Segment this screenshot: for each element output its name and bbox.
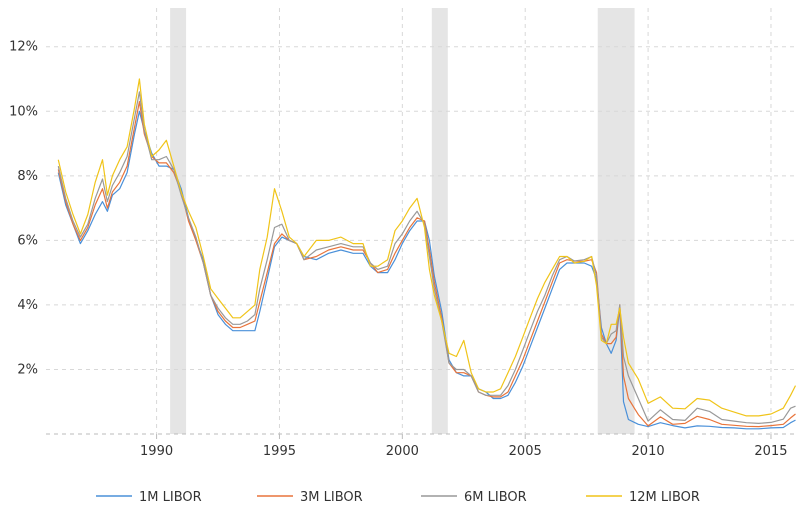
legend-label-0: 1M LIBOR xyxy=(139,490,202,505)
recession-band-0 xyxy=(170,8,187,434)
legend-label-1: 3M LIBOR xyxy=(300,490,363,505)
legend: 1M LIBOR 3M LIBOR 6M LIBOR 12M LIBOR xyxy=(96,490,700,505)
x-tick-label-1: 1995 xyxy=(263,444,296,459)
axes: 2% 4% 6% 8% 10% 12% 1990 1995 2000 2005 2010 2015 xyxy=(9,40,798,459)
y-tick-label-1: 4% xyxy=(17,298,38,313)
series-line-3m-libor xyxy=(57,101,796,428)
y-tick-label-5: 12% xyxy=(9,40,38,55)
x-tick-label-0: 1990 xyxy=(140,444,173,459)
x-tick-label-4: 2010 xyxy=(632,444,665,459)
y-tick-label-2: 6% xyxy=(17,233,38,248)
y-tick-label-0: 2% xyxy=(17,362,38,377)
series-line-1m-libor xyxy=(57,110,796,430)
legend-label-3: 12M LIBOR xyxy=(629,490,700,505)
grid xyxy=(46,8,798,434)
legend-label-2: 6M LIBOR xyxy=(464,490,527,505)
series-line-6m-libor xyxy=(57,91,796,424)
recession-band-1 xyxy=(431,8,448,434)
x-tick-label-3: 2005 xyxy=(509,444,542,459)
series-line-12m-libor xyxy=(57,78,797,417)
x-tick-label-5: 2015 xyxy=(754,444,787,459)
y-tick-label-4: 10% xyxy=(9,104,38,119)
x-tick-label-2: 2000 xyxy=(386,444,419,459)
recession-band-2 xyxy=(597,8,635,434)
series-lines xyxy=(57,78,797,430)
y-tick-label-3: 8% xyxy=(17,169,38,184)
